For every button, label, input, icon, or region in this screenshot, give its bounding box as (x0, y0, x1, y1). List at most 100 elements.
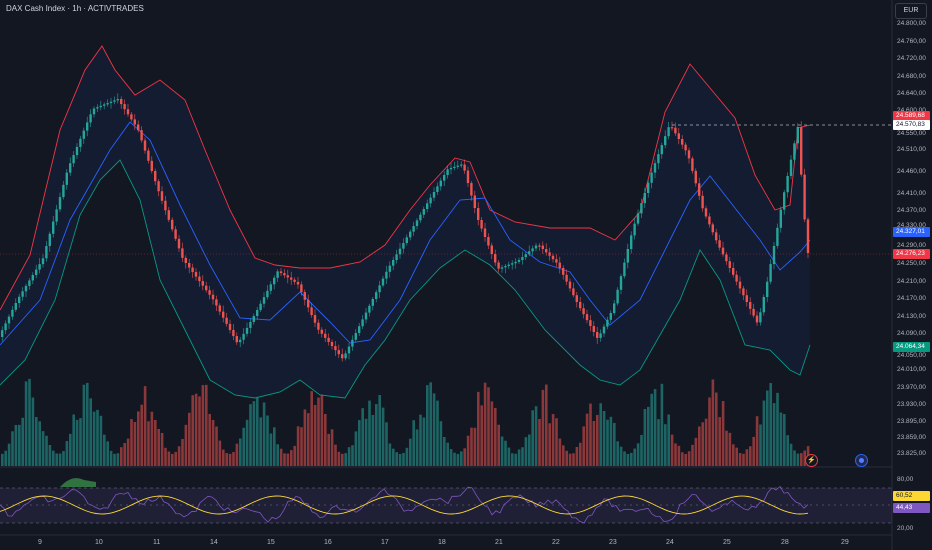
candle-body (7, 316, 11, 324)
volume-bar (494, 407, 497, 466)
price-axis-label: 24.170,00 (897, 295, 926, 302)
volume-bar (609, 416, 613, 466)
volume-bar (643, 409, 647, 466)
volume-bar (691, 444, 694, 466)
volume-bar (7, 443, 11, 466)
volume-bar (762, 400, 766, 466)
volume-bar (776, 392, 779, 466)
candle-body (531, 248, 534, 252)
candle-body (225, 317, 228, 324)
volume-bar (92, 411, 96, 466)
volume-bar (208, 413, 211, 466)
volume-bar (779, 412, 783, 466)
volume-bar (232, 452, 235, 466)
volume-bar (415, 429, 419, 466)
candle-body (31, 275, 34, 281)
volume-bar (446, 442, 449, 466)
volume-bar (694, 437, 698, 466)
volume-bar (582, 426, 585, 466)
time-axis-label: 25 (723, 539, 731, 546)
volume-bar (585, 413, 589, 466)
candle-body (194, 272, 198, 277)
candle-body (772, 245, 776, 265)
candle-body (650, 172, 653, 183)
candle-body (24, 285, 28, 292)
volume-bar (126, 438, 130, 466)
candle-body (317, 322, 320, 330)
candle-body (96, 107, 99, 109)
candle-body (181, 248, 184, 258)
candle-body (137, 124, 140, 131)
volume-bar (783, 414, 786, 466)
time-axis-label: 17 (381, 539, 389, 546)
volume-bar (113, 453, 116, 466)
volume-bar (86, 382, 89, 466)
candle-body (283, 273, 286, 276)
volume-bar (759, 424, 762, 466)
candle-body (602, 326, 606, 334)
volume-bar (551, 414, 555, 466)
volume-bar (4, 450, 7, 466)
candle-body (497, 262, 500, 269)
volume-bar (742, 453, 745, 466)
volume-bar (555, 418, 558, 466)
volume-bar (466, 435, 470, 466)
candle-body (293, 279, 296, 282)
candle-body (405, 237, 408, 243)
price-axis-label: 24.760,00 (897, 38, 926, 45)
volume-bar (218, 440, 222, 466)
volume-bar (249, 404, 252, 466)
candle-body (239, 339, 242, 343)
candle-body (613, 303, 616, 313)
candle-body (381, 278, 385, 286)
volume-bar (14, 424, 18, 466)
calendar-icon[interactable] (855, 454, 868, 467)
volume-bar (725, 430, 728, 466)
volume-bar (667, 414, 670, 466)
candle-body (551, 255, 555, 260)
candle-body (521, 257, 524, 260)
candle-body (711, 224, 714, 233)
volume-bar (106, 441, 109, 466)
candlesticks[interactable] (1, 93, 810, 362)
volume-bar (279, 448, 283, 466)
volume-bar (174, 451, 177, 466)
candle-body (228, 323, 232, 330)
candle-body (579, 302, 582, 309)
volume-bar (426, 385, 429, 466)
candle-body (14, 303, 17, 310)
candle-body (171, 219, 174, 230)
candle-body (201, 281, 204, 286)
volume-bar (589, 403, 592, 466)
volume-bar (378, 395, 381, 466)
time-axis-label: 21 (495, 539, 503, 546)
rsi-ma-line (0, 495, 809, 515)
volume-bar (630, 452, 633, 466)
volume-bar (24, 381, 28, 466)
candle-body (123, 104, 126, 110)
candle-body (126, 109, 130, 115)
candle-body (691, 158, 694, 171)
volume-bar (528, 434, 531, 466)
candle-body (609, 313, 612, 320)
volume-bar (449, 449, 453, 466)
volume-bar (752, 436, 755, 466)
candle-body (480, 220, 483, 229)
candle-body (786, 175, 789, 193)
candle-body (759, 312, 762, 323)
currency-selector[interactable]: EUR (895, 3, 927, 19)
candle-body (300, 284, 303, 293)
volume-bar (266, 415, 269, 466)
volume-bar (732, 444, 735, 466)
lightning-icon[interactable]: ⚡ (805, 454, 818, 467)
volume-bar (405, 447, 409, 466)
volume-bar (596, 414, 599, 466)
candle-body (429, 197, 432, 204)
volume-bar (456, 453, 460, 466)
volume-bar (392, 448, 395, 466)
candle-body (704, 208, 708, 217)
volume-bar (1, 453, 4, 466)
volume-bar (568, 453, 572, 466)
